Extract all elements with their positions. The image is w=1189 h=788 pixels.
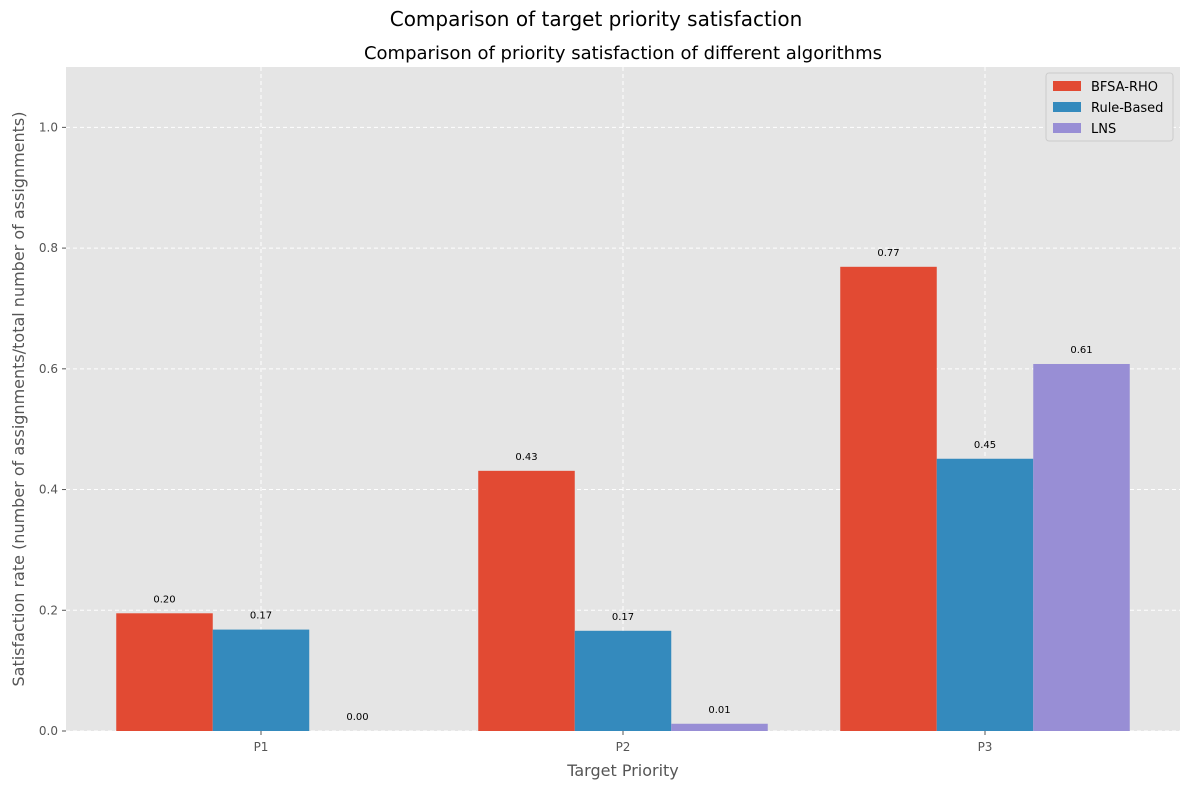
legend-swatch — [1053, 102, 1081, 112]
y-ticks-group: 0.0 0.2 0.4 0.6 0.8 1.0 — [39, 120, 66, 738]
bar-bfsa-rho-p2 — [478, 470, 575, 731]
data-label: 0.01 — [708, 705, 730, 716]
y-tick-label: 0.8 — [39, 241, 58, 255]
bar-lns-p3 — [1033, 363, 1130, 731]
x-tick-label: P1 — [254, 740, 269, 754]
bar-bfsa-rho-p3 — [840, 266, 937, 731]
legend-swatch — [1053, 81, 1081, 91]
y-tick-label: 1.0 — [39, 120, 58, 134]
data-label: 0.77 — [877, 248, 899, 259]
bar-rule-based-p1 — [212, 629, 310, 731]
y-tick-label: 0.2 — [39, 603, 58, 617]
bar-lns-p2 — [671, 723, 768, 731]
legend-label: Rule-Based — [1091, 101, 1163, 116]
data-labels-group: 0.20 0.43 0.77 0.17 0.17 0.45 0.00 0.01 0.61 — [153, 248, 1092, 723]
bar-bfsa-rho-p1 — [116, 613, 213, 731]
legend-label: LNS — [1091, 122, 1116, 137]
y-axis-label: Satisfaction rate (number of assignments… — [9, 112, 28, 687]
data-label: 0.43 — [515, 452, 537, 463]
bars-group — [116, 266, 1130, 731]
x-tick-label: P3 — [978, 740, 993, 754]
data-label: 0.00 — [346, 712, 368, 723]
data-label: 0.45 — [974, 440, 996, 451]
data-label: 0.17 — [612, 612, 634, 623]
x-tick-label: P2 — [616, 740, 631, 754]
data-label: 0.17 — [250, 611, 272, 622]
x-ticks-group: P1 P2 P3 — [254, 731, 993, 754]
chart-title: Comparison of priority satisfaction of d… — [364, 43, 882, 64]
y-tick-label: 0.6 — [39, 362, 58, 376]
bar-rule-based-p2 — [574, 630, 672, 731]
x-axis-label: Target Priority — [566, 761, 679, 780]
y-tick-label: 0.4 — [39, 483, 58, 497]
legend-label: BFSA-RHO — [1091, 80, 1158, 95]
legend: BFSA-RHO Rule-Based LNS — [1045, 72, 1174, 142]
bar-rule-based-p3 — [936, 458, 1034, 731]
data-label: 0.20 — [153, 594, 175, 605]
y-tick-label: 0.0 — [39, 724, 58, 738]
figure-suptitle: Comparison of target priority satisfacti… — [390, 7, 803, 31]
legend-swatch — [1053, 123, 1081, 133]
data-label: 0.61 — [1070, 345, 1092, 356]
